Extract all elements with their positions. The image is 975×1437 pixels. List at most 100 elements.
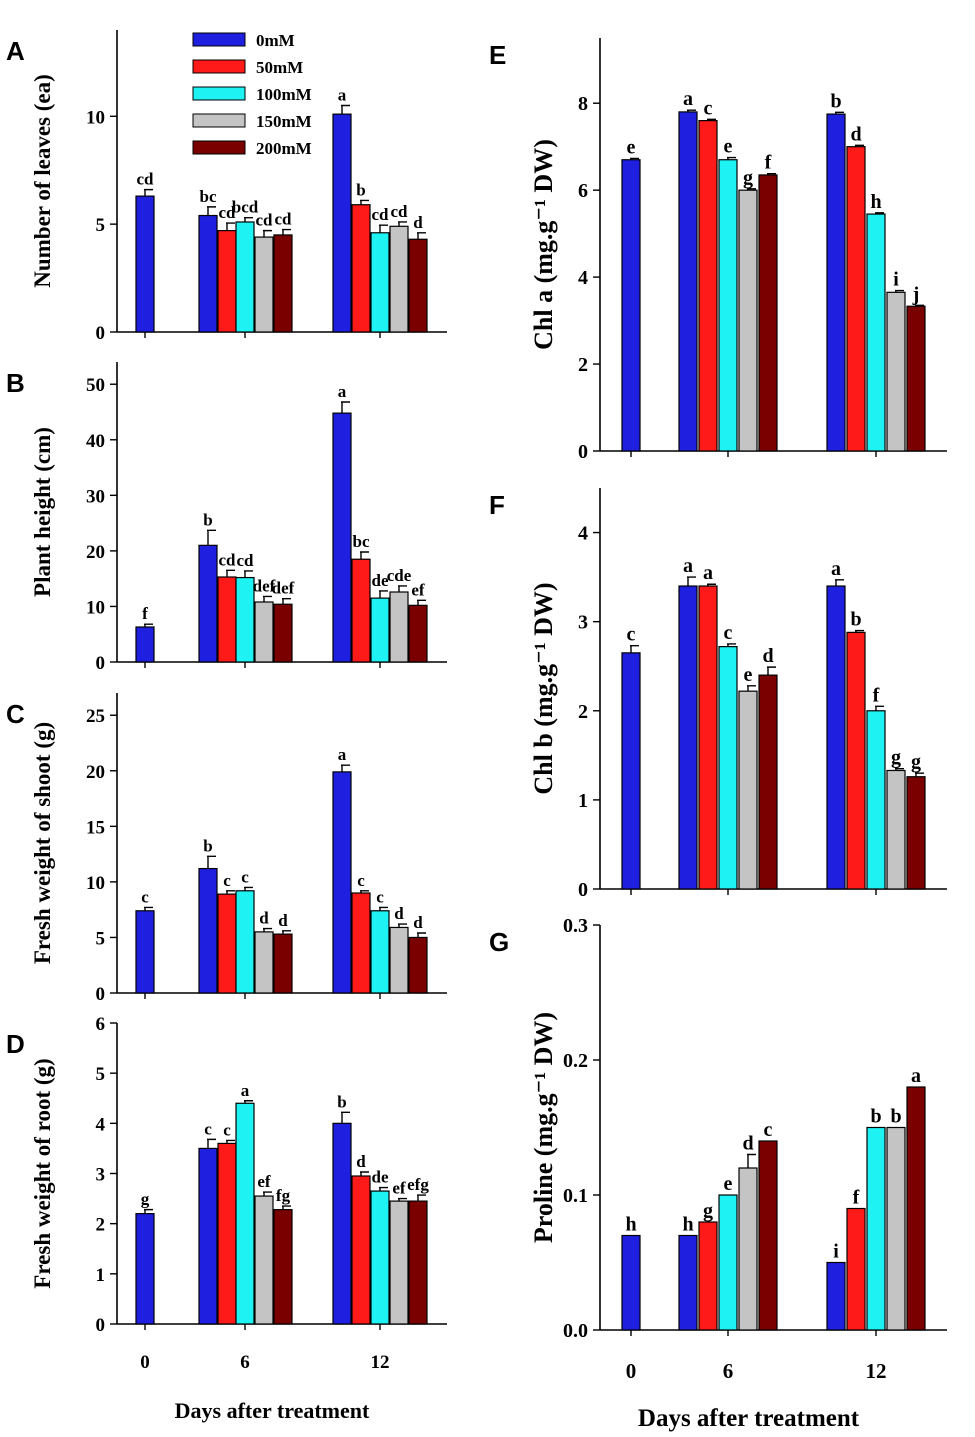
bar-150mM-day12 — [886, 1126, 906, 1331]
bar-200mM-day6 — [273, 603, 293, 663]
bar-0mM-day12 — [332, 771, 352, 994]
bar-100mM-day12 — [866, 213, 886, 452]
legend-label: 50mM — [256, 58, 303, 77]
error-bar — [398, 1197, 407, 1202]
error-bar — [341, 104, 350, 115]
significance-label: h — [682, 1214, 693, 1236]
significance-label: h — [870, 191, 881, 213]
significance-label: d — [742, 1133, 753, 1155]
y-tick-label: 4 — [96, 1114, 106, 1135]
y-tick-label: 0.1 — [563, 1185, 588, 1207]
bar-50mM-day6 — [698, 1221, 718, 1331]
bar-0mM-day6 — [198, 867, 218, 994]
y-tick-label: 2 — [96, 1215, 106, 1236]
significance-label: b — [203, 510, 212, 529]
panel-letter: F — [489, 490, 505, 520]
panel-letter: A — [6, 36, 25, 66]
bar-200mM-day6 — [758, 1140, 778, 1331]
bar-100mM-day12 — [370, 232, 390, 333]
error-bar — [855, 144, 864, 147]
significance-label: c — [241, 867, 249, 886]
error-bar — [727, 643, 736, 647]
significance-label: b — [850, 609, 861, 631]
bar-100mM-day6 — [235, 576, 255, 663]
bar-50mM-day12 — [846, 1207, 866, 1331]
error-bar — [855, 629, 864, 633]
bar-100mM-day12 — [370, 1190, 390, 1325]
panel-e: E 0 2 4 6 8 Chl a (mg.g⁻¹ DW) e a b c d e h g i f j — [489, 38, 947, 463]
y-tick-label: 20 — [86, 542, 105, 563]
error-bar — [398, 585, 407, 592]
panel-letter: E — [489, 40, 506, 70]
significance-label: g — [703, 1200, 713, 1222]
y-tick-label: 0 — [96, 653, 106, 674]
error-bar — [226, 1139, 235, 1144]
significance-label: d — [850, 123, 861, 145]
error-bar — [398, 221, 407, 227]
error-bar — [282, 1205, 291, 1210]
y-tick-label: 10 — [86, 873, 105, 894]
legend-swatch — [192, 59, 246, 74]
error-bar — [915, 304, 924, 307]
bar-0mM-day0 — [135, 195, 155, 333]
x-tick-label: 12 — [866, 1359, 887, 1383]
significance-label: g — [891, 747, 901, 769]
y-axis-label: Number of leaves (ea) — [30, 74, 55, 288]
y-tick-label: 0 — [578, 441, 588, 463]
error-bar — [895, 289, 904, 293]
y-tick-label: 1 — [96, 1265, 106, 1286]
panel-letter: B — [6, 368, 25, 398]
y-tick-label: 3 — [578, 612, 588, 634]
bar-200mM-day12 — [906, 1086, 926, 1331]
x-axis-label: Days after treatment — [638, 1405, 860, 1432]
y-tick-label: 0 — [578, 879, 588, 901]
significance-label: bc — [353, 532, 370, 551]
bar-50mM-day12 — [351, 558, 371, 663]
bar-0mM-day0 — [135, 626, 155, 663]
significance-label: c — [141, 887, 149, 906]
error-bar — [282, 228, 291, 235]
bar-100mM-day6 — [718, 1194, 738, 1331]
significance-label: b — [356, 180, 365, 199]
bar-100mM-day6 — [235, 1102, 255, 1325]
y-tick-label: 40 — [86, 431, 105, 452]
bar-100mM-day12 — [866, 1126, 886, 1331]
y-tick-label: 30 — [86, 486, 105, 507]
significance-label: a — [338, 745, 347, 764]
bar-200mM-day6 — [758, 674, 778, 890]
error-bar — [707, 583, 716, 587]
legend-label: 0mM — [256, 31, 295, 50]
error-bar — [360, 551, 369, 560]
bar-50mM-day6 — [217, 893, 237, 994]
bar-0mM-day6 — [678, 111, 698, 452]
error-bar — [144, 623, 153, 627]
significance-label: e — [744, 664, 753, 686]
y-tick-label: 0 — [96, 1315, 106, 1336]
bar-200mM-day12 — [906, 776, 926, 890]
bar-0mM-day6 — [678, 1234, 698, 1331]
y-tick-label: 5 — [96, 215, 106, 236]
significance-label: c — [223, 1120, 231, 1139]
significance-label: f — [142, 604, 148, 623]
significance-label: a — [831, 558, 841, 580]
significance-label: e — [724, 136, 733, 158]
significance-label: f — [873, 684, 880, 706]
error-bar — [727, 156, 736, 160]
significance-label: c — [204, 1119, 212, 1138]
bar-150mM-day6 — [254, 1195, 274, 1325]
significance-label: c — [704, 97, 713, 119]
bar-50mM-day6 — [698, 119, 718, 452]
bar-0mM-day12 — [826, 113, 846, 452]
y-tick-label: 0.2 — [563, 1050, 588, 1072]
bar-50mM-day12 — [351, 204, 371, 333]
error-bar — [747, 685, 756, 692]
significance-label: d — [762, 645, 773, 667]
error-bar — [282, 930, 291, 935]
y-tick-label: 3 — [96, 1165, 106, 1186]
significance-label: ef — [257, 1172, 271, 1191]
error-bar — [144, 188, 153, 197]
